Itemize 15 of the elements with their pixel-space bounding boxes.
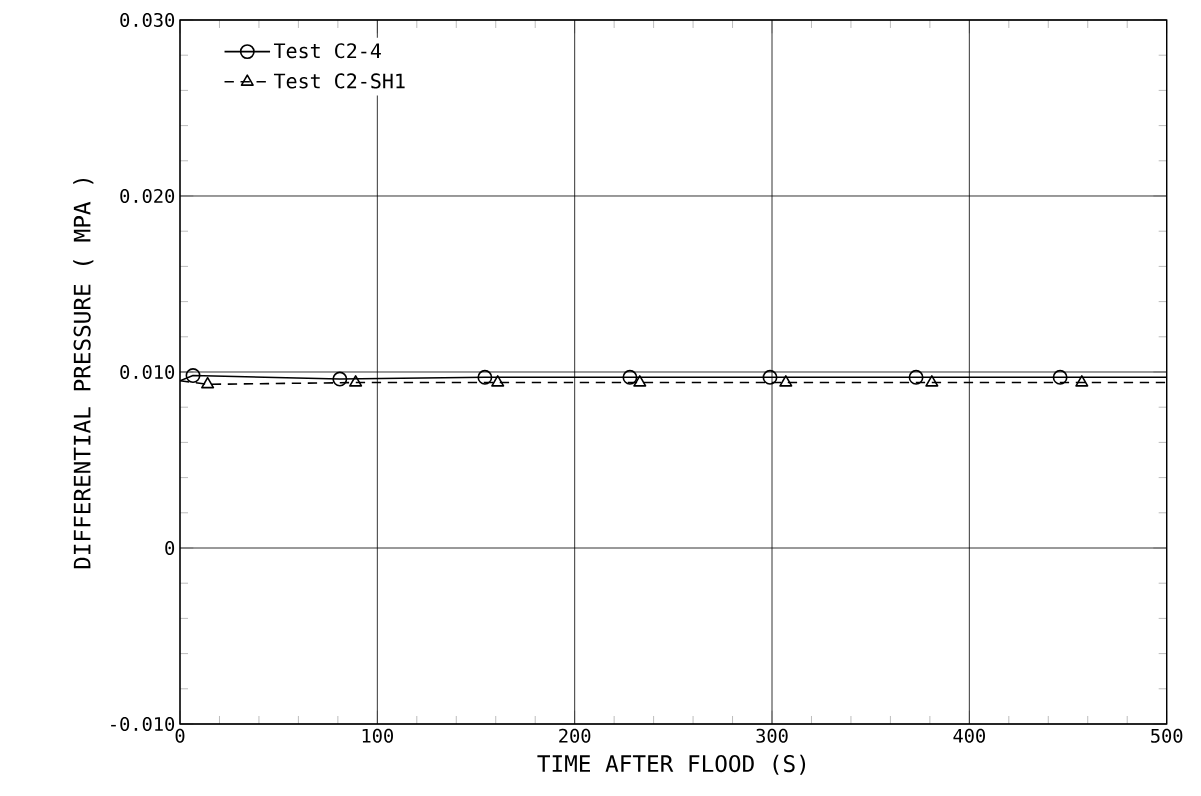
- y-axis-title: DIFFERENTIAL PRESSURE ( MPA ): [73, 178, 94, 569]
- y-tick-label: 0.030: [120, 12, 175, 28]
- x-tick-label: 100: [362, 728, 393, 743]
- x-tick-label: 200: [559, 728, 591, 743]
- legend-label: Test C2-SH1: [273, 73, 405, 89]
- legend-label: Test C2-4: [273, 43, 381, 59]
- y-tick-label: 0: [165, 540, 175, 556]
- x-tick-label: 0: [175, 728, 185, 743]
- y-tick-label: 0.020: [120, 188, 175, 204]
- y-tick-label: -0.010: [111, 716, 175, 732]
- x-tick-label: 400: [953, 728, 985, 743]
- x-axis-title: TIME AFTER FLOOD (S): [537, 754, 806, 775]
- x-tick-label: 500: [1151, 728, 1183, 743]
- y-tick-label: 0.010: [120, 364, 175, 380]
- x-tick-label: 300: [756, 728, 788, 743]
